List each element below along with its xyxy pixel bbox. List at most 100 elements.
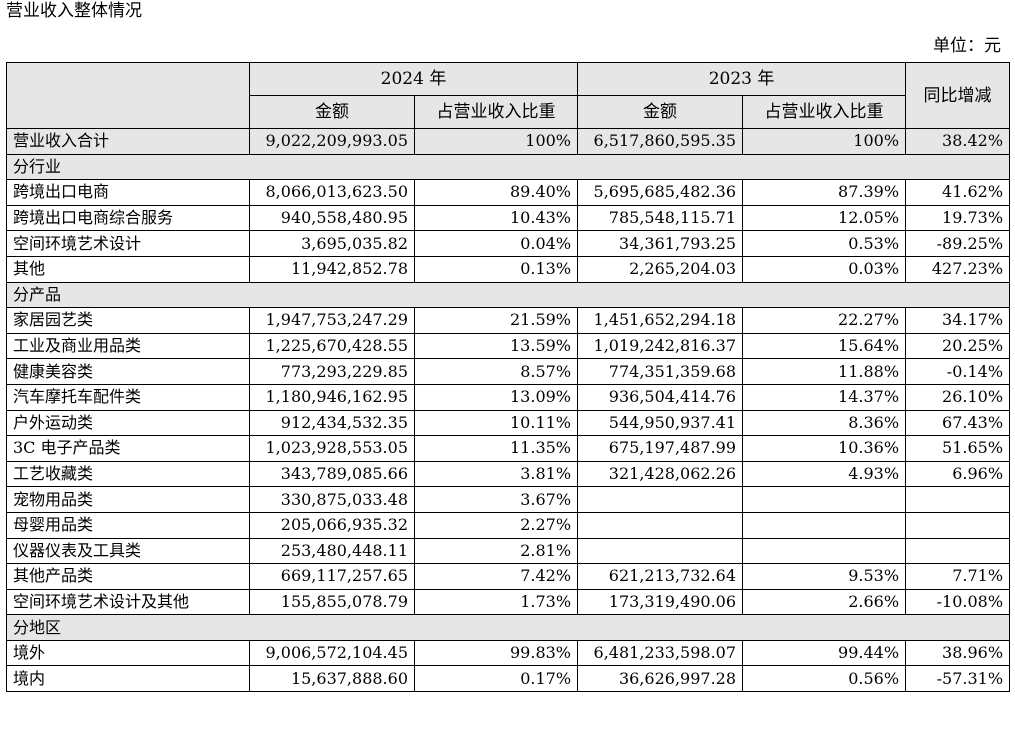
table-row: 跨境出口电商 8,066,013,623.50 89.40% 5,695,685,48… [6, 179, 1011, 206]
header-amount-2024: 金额 [249, 95, 415, 129]
row-share-2024: 8.57% [413, 358, 579, 385]
row-amount-2024: 912,434,532.35 [249, 409, 415, 437]
row-yoy: 6.96% [905, 460, 1011, 488]
row-amount-2023: 173,319,490.06 [577, 588, 744, 616]
table-row: 其他 11,942,852.78 0.13% 2,265,204.03 0.03% 427… [6, 255, 1011, 283]
row-share-2023: 4.93% [742, 460, 907, 488]
row-amount-2024: 9,006,572,104.45 [249, 639, 415, 667]
row-name: 空间环境艺术设计 [6, 230, 250, 257]
row-share-2024: 3.81% [413, 460, 579, 488]
row-name: 宠物用品类 [6, 486, 250, 513]
row-share-2023: 10.36% [742, 435, 907, 462]
row-share-2023: 11.88% [742, 358, 907, 385]
row-amount-2024: 3,695,035.82 [249, 230, 415, 257]
row-yoy: 41.62% [905, 179, 1011, 206]
table-row: 母婴用品类 205,066,935.32 2.27% [6, 511, 1011, 539]
row-name: 汽车摩托车配件类 [6, 383, 250, 411]
document-title: 营业收入整体情况 [6, 1, 142, 21]
table-row: 空间环境艺术设计 3,695,035.82 0.04% 34,361,793.25 0.… [6, 230, 1011, 257]
header-year-2023: 2023 年 [577, 62, 907, 96]
row-share-2024: 2.27% [413, 511, 579, 539]
row-share-2024: 1.73% [413, 588, 579, 616]
table-row: 跨境出口电商综合服务 940,558,480.95 10.43% 785,548,11… [6, 204, 1011, 232]
row-share-2024: 99.83% [413, 639, 579, 667]
row-name: 工业及商业用品类 [6, 332, 250, 360]
total-share-2024: 100% [413, 128, 579, 155]
table-row: 空间环境艺术设计及其他 155,855,078.79 1.73% 173,319,49… [6, 588, 1011, 616]
row-yoy [905, 486, 1011, 513]
total-amount-2024: 9,022,209,993.05 [249, 128, 415, 155]
row-share-2024: 89.40% [413, 179, 579, 206]
table-row: 健康美容类 773,293,229.85 8.57% 774,351,359.68 11… [6, 358, 1011, 385]
row-share-2023 [742, 511, 907, 539]
table-row: 宠物用品类 330,875,033.48 3.67% [6, 486, 1011, 513]
row-amount-2023: 2,265,204.03 [577, 255, 744, 283]
section-title: 分地区 [5, 614, 1011, 641]
row-amount-2024: 330,875,033.48 [249, 486, 415, 513]
row-name: 境内 [6, 665, 250, 693]
section-header-row: 分行业 [5, 153, 1011, 181]
total-row: 营业收入合计 9,022,209,993.05 100% 6,517,860,5… [6, 128, 1011, 155]
row-amount-2023: 785,548,115.71 [577, 204, 744, 232]
row-name: 母婴用品类 [6, 511, 250, 539]
section-header-row: 分产品 [5, 281, 1011, 309]
row-share-2023: 0.53% [742, 230, 907, 257]
row-share-2023 [742, 537, 907, 565]
total-amount-2023: 6,517,860,595.35 [577, 128, 744, 155]
row-amount-2024: 940,558,480.95 [249, 204, 415, 232]
row-amount-2023: 36,626,997.28 [577, 665, 744, 693]
row-share-2023: 8.36% [742, 409, 907, 437]
row-amount-2023 [577, 486, 744, 513]
table-row: 工业及商业用品类 1,225,670,428.55 13.59% 1,019,242,… [6, 332, 1011, 360]
row-share-2023: 0.56% [742, 665, 907, 693]
total-share-2023: 100% [742, 128, 907, 155]
section-title: 分产品 [5, 281, 1011, 309]
row-name: 户外运动类 [6, 409, 250, 437]
row-yoy: 427.23% [905, 255, 1011, 283]
row-yoy: 38.96% [905, 639, 1011, 667]
row-yoy: 67.43% [905, 409, 1011, 437]
header-year-2024: 2024 年 [248, 62, 579, 96]
row-name: 跨境出口电商综合服务 [6, 204, 250, 232]
row-name: 其他产品类 [6, 563, 250, 590]
row-yoy: -57.31% [905, 665, 1011, 693]
row-amount-2024: 773,293,229.85 [249, 358, 415, 385]
row-name: 家居园艺类 [6, 307, 250, 334]
total-name: 营业收入合计 [6, 128, 250, 155]
table-body: 营业收入合计 9,022,209,993.05 100% 6,517,860,5… [5, 128, 1011, 693]
row-share-2023: 22.27% [742, 307, 907, 334]
header-amount-2023: 金额 [577, 95, 744, 129]
row-share-2023: 2.66% [742, 588, 907, 616]
table-row: 其他产品类 669,117,257.65 7.42% 621,213,732.64 9.… [6, 563, 1011, 590]
row-share-2024: 7.42% [413, 563, 579, 590]
row-yoy: 20.25% [905, 332, 1011, 360]
row-name: 3C 电子产品类 [6, 435, 250, 462]
row-amount-2024: 11,942,852.78 [249, 255, 415, 283]
row-share-2023: 87.39% [742, 179, 907, 206]
row-share-2023: 0.03% [742, 255, 907, 283]
row-amount-2024: 155,855,078.79 [249, 588, 415, 616]
row-amount-2024: 1,225,670,428.55 [249, 332, 415, 360]
row-amount-2023: 34,361,793.25 [577, 230, 744, 257]
section-header-row: 分地区 [5, 614, 1011, 641]
row-amount-2024: 253,480,448.11 [249, 537, 415, 565]
table-row: 家居园艺类 1,947,753,247.29 21.59% 1,451,652,294… [6, 307, 1011, 334]
row-amount-2023: 675,197,487.99 [577, 435, 744, 462]
row-amount-2023 [577, 537, 744, 565]
row-name: 工艺收藏类 [6, 460, 250, 488]
row-yoy: 19.73% [905, 204, 1011, 232]
row-yoy: -10.08% [905, 588, 1011, 616]
header-share-2023: 占营业收入比重 [742, 95, 907, 129]
row-amount-2023: 1,451,652,294.18 [577, 307, 744, 334]
row-share-2023: 99.44% [742, 639, 907, 667]
row-share-2024: 11.35% [413, 435, 579, 462]
row-amount-2023: 936,504,414.76 [577, 383, 744, 411]
header-blank-cell [6, 62, 250, 129]
row-yoy [905, 511, 1011, 539]
row-amount-2023 [577, 511, 744, 539]
row-share-2023: 9.53% [742, 563, 907, 590]
row-yoy [905, 537, 1011, 565]
header-share-2024: 占营业收入比重 [413, 95, 579, 129]
row-share-2023: 15.64% [742, 332, 907, 360]
row-name: 健康美容类 [6, 358, 250, 385]
